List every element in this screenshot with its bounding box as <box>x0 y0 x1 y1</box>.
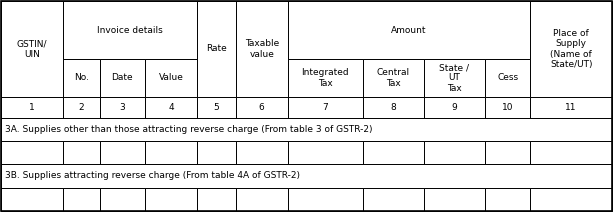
Text: 10: 10 <box>502 103 514 112</box>
Bar <box>485 59 530 97</box>
Text: Taxable
value: Taxable value <box>245 39 279 59</box>
Text: 8: 8 <box>390 103 396 112</box>
Bar <box>287 59 363 97</box>
Text: 3A. Supplies other than those attracting reverse charge (From table 3 of GSTR-2): 3A. Supplies other than those attracting… <box>5 125 373 134</box>
Text: Value: Value <box>159 74 183 82</box>
Bar <box>235 1 287 97</box>
Text: 4: 4 <box>168 103 174 112</box>
Bar <box>287 97 363 118</box>
Text: 1: 1 <box>29 103 35 112</box>
Bar <box>145 59 197 97</box>
Bar <box>235 141 287 164</box>
Bar <box>530 1 612 97</box>
Bar <box>485 141 530 164</box>
Bar <box>485 188 530 211</box>
Bar <box>235 188 287 211</box>
Text: Central
Tax: Central Tax <box>376 68 409 88</box>
Bar <box>100 188 145 211</box>
Bar <box>424 59 485 97</box>
Text: State /
UT
Tax: State / UT Tax <box>440 63 470 93</box>
Text: 7: 7 <box>322 103 328 112</box>
Text: Place of
Supply
(Name of
State/UT): Place of Supply (Name of State/UT) <box>550 29 592 69</box>
Bar <box>145 141 197 164</box>
Bar <box>530 141 612 164</box>
Bar <box>1 164 612 188</box>
Bar <box>363 59 424 97</box>
Bar <box>100 97 145 118</box>
Text: Date: Date <box>112 74 133 82</box>
Bar <box>363 188 424 211</box>
Bar <box>197 188 235 211</box>
Bar <box>530 97 612 118</box>
Bar <box>424 188 485 211</box>
Text: 6: 6 <box>259 103 265 112</box>
Bar <box>485 97 530 118</box>
Text: 3B. Supplies attracting reverse charge (From table 4A of GSTR-2): 3B. Supplies attracting reverse charge (… <box>5 172 300 180</box>
Text: GSTIN/
UIN: GSTIN/ UIN <box>17 39 47 59</box>
Bar <box>63 97 100 118</box>
Text: 11: 11 <box>565 103 577 112</box>
Bar <box>63 188 100 211</box>
Text: Integrated
Tax: Integrated Tax <box>302 68 349 88</box>
Bar <box>1 97 63 118</box>
Bar <box>197 1 235 97</box>
Bar <box>1 188 63 211</box>
Text: 9: 9 <box>452 103 457 112</box>
Bar <box>287 1 530 59</box>
Text: Amount: Amount <box>391 26 427 35</box>
Bar <box>63 141 100 164</box>
Bar <box>63 1 197 59</box>
Bar <box>197 141 235 164</box>
Text: Invoice details: Invoice details <box>97 26 163 35</box>
Text: 5: 5 <box>213 103 219 112</box>
Text: No.: No. <box>74 74 89 82</box>
Text: 3: 3 <box>120 103 125 112</box>
Bar <box>1 141 63 164</box>
Bar <box>1 118 612 141</box>
Bar <box>197 97 235 118</box>
Bar <box>424 141 485 164</box>
Bar <box>235 97 287 118</box>
Bar <box>145 97 197 118</box>
Bar <box>287 188 363 211</box>
Text: Cess: Cess <box>497 74 518 82</box>
Bar <box>100 141 145 164</box>
Bar <box>100 59 145 97</box>
Bar <box>287 141 363 164</box>
Bar <box>1 1 63 97</box>
Bar <box>363 97 424 118</box>
Bar <box>145 188 197 211</box>
Text: 2: 2 <box>78 103 85 112</box>
Bar <box>63 59 100 97</box>
Bar <box>363 141 424 164</box>
Bar <box>530 188 612 211</box>
Bar <box>424 97 485 118</box>
Text: Rate: Rate <box>206 44 227 53</box>
